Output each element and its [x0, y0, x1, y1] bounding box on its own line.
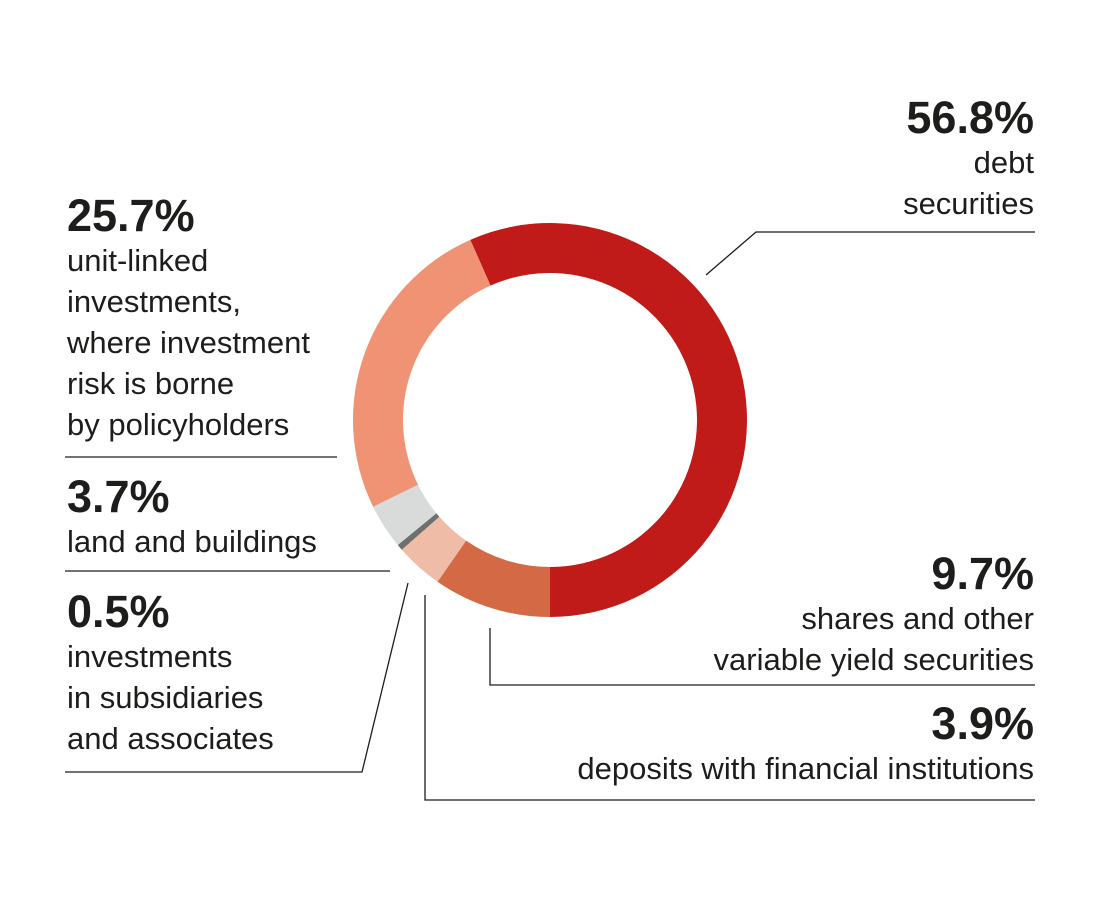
text-shares: shares and other variable yield securiti…	[713, 601, 1034, 677]
leader-line-deposits	[424, 595, 1035, 801]
label-shares: 9.7% shares and other variable yield sec…	[714, 550, 1034, 680]
pct-unitlinked: 25.7%	[67, 190, 195, 241]
slice-subsidiaries	[397, 513, 440, 550]
pct-debt: 56.8%	[906, 92, 1034, 143]
slice-unitlinked	[353, 239, 491, 507]
leader-line-debt	[705, 231, 1035, 276]
text-subsidiaries: investments in subsidiaries and associat…	[67, 639, 274, 756]
label-deposits: 3.9% deposits with financial institution…	[577, 700, 1034, 789]
pct-shares: 9.7%	[931, 548, 1034, 599]
slice-shares	[437, 540, 550, 617]
text-land: land and buildings	[67, 524, 317, 559]
text-deposits: deposits with financial institutions	[577, 751, 1034, 786]
label-debt: 56.8% debt securities	[903, 94, 1034, 224]
label-land: 3.7% land and buildings	[67, 473, 317, 562]
slice-land	[373, 484, 437, 546]
text-unitlinked: unit-linked investments, where investmen…	[67, 243, 310, 442]
pct-subsidiaries: 0.5%	[67, 586, 170, 637]
leader-line-shares	[489, 628, 1035, 686]
leader-line-subsidiaries	[65, 582, 409, 773]
slice-deposits	[401, 516, 467, 582]
label-subsidiaries: 0.5% investments in subsidiaries and ass…	[67, 588, 274, 759]
pct-land: 3.7%	[67, 471, 170, 522]
label-unitlinked: 25.7% unit-linked investments, where inv…	[67, 192, 310, 445]
slice-debt	[470, 223, 747, 617]
text-debt: debt securities	[903, 145, 1034, 221]
pct-deposits: 3.9%	[931, 698, 1034, 749]
